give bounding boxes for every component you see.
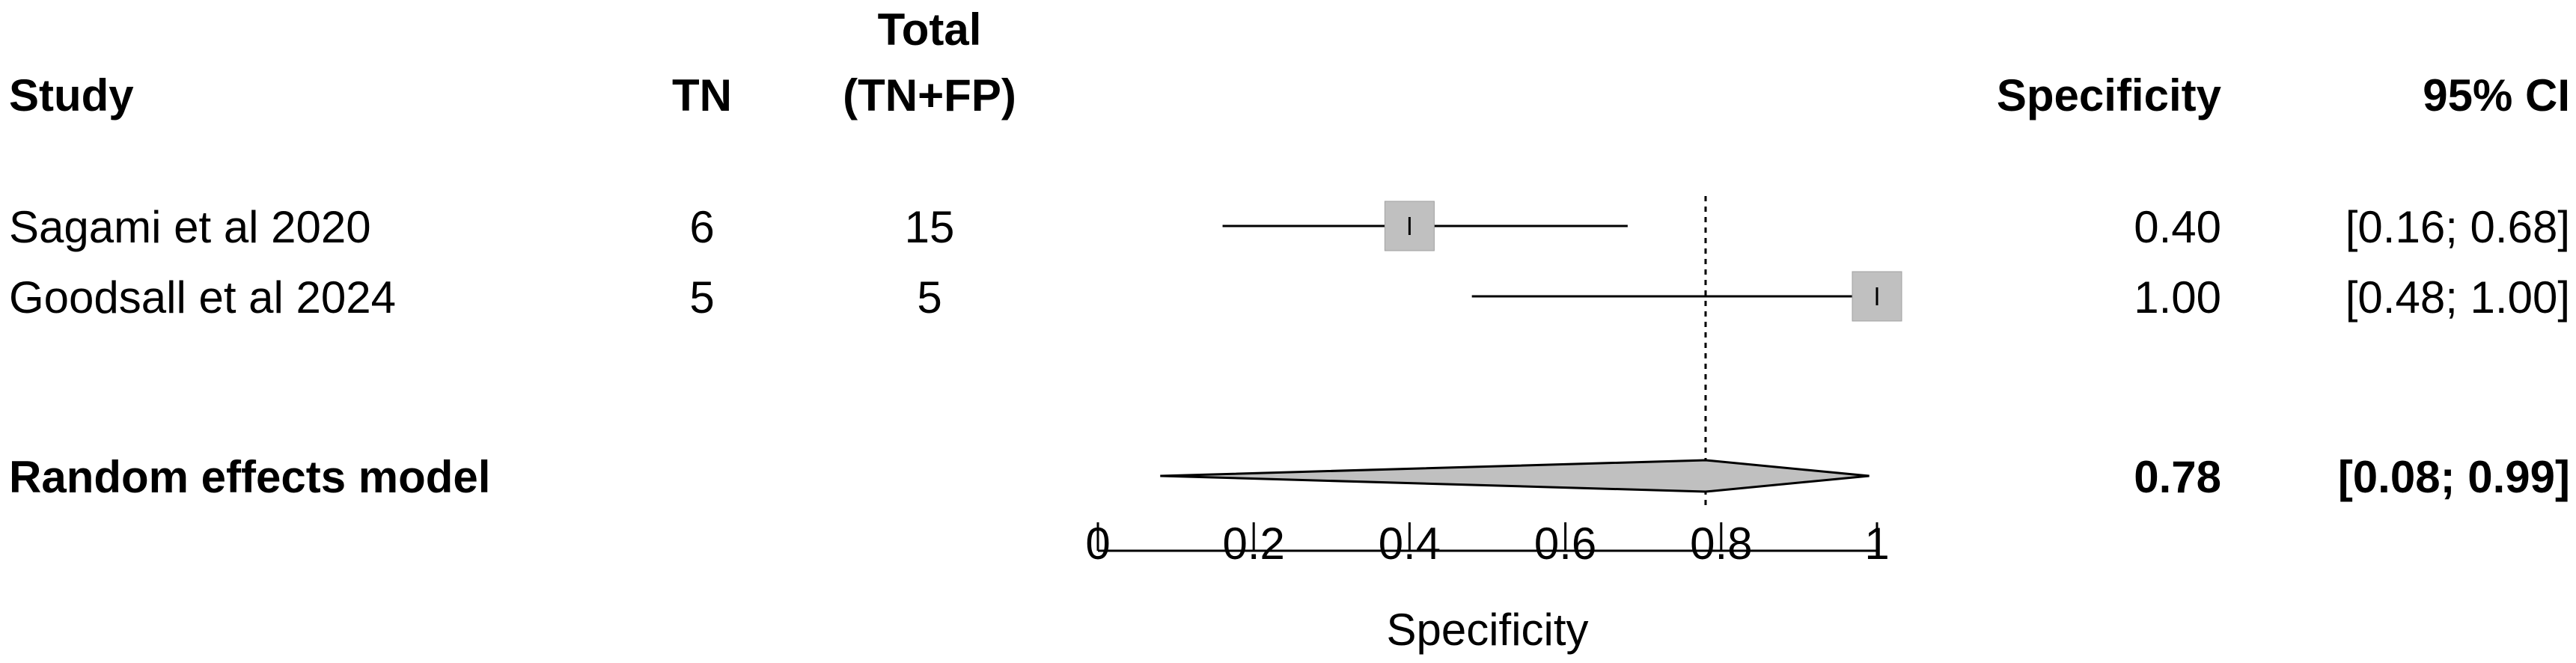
header-total-line1: Total (878, 4, 982, 55)
header-study: Study (9, 70, 134, 120)
x-tick-label: 1 (1864, 519, 1889, 569)
study-estimate: 0.40 (2134, 202, 2221, 252)
study-total: 15 (905, 202, 955, 252)
x-axis-label: Specificity (1386, 605, 1588, 655)
x-tick-label: 0.8 (1690, 519, 1752, 569)
x-tick-label: 0 (1085, 519, 1110, 569)
study-ci: [0.48; 1.00] (2345, 272, 2570, 323)
header-ci: 95% CI (2423, 70, 2570, 120)
x-tick-label: 0.4 (1379, 519, 1441, 569)
pooled-diamond (1160, 459, 1870, 493)
header-tn: TN (672, 70, 732, 120)
pooled-row: Random effects model 0.78 [0.08; 0.99] (9, 452, 2570, 502)
study-tn: 6 (689, 202, 714, 252)
study-tn: 5 (689, 272, 714, 323)
study-estimate: 1.00 (2134, 272, 2221, 323)
study-name: Sagami et al 2020 (9, 202, 371, 252)
pooled-name: Random effects model (9, 452, 490, 502)
header-specificity: Specificity (1997, 70, 2222, 120)
study-name: Goodsall et al 2024 (9, 272, 396, 323)
study-ci: [0.16; 0.68] (2345, 202, 2570, 252)
header-total-line2: (TN+FP) (843, 70, 1016, 120)
pooled-ci: [0.08; 0.99] (2338, 452, 2570, 502)
study-total: 5 (917, 272, 941, 323)
x-tick-label: 0.6 (1534, 519, 1596, 569)
plot-marks (1160, 196, 1902, 506)
pooled-estimate: 0.78 (2134, 452, 2221, 502)
x-axis: 0 0.2 0.4 0.6 0.8 1 Specificity (1085, 519, 1889, 655)
study-rows: Sagami et al 2020 6 15 0.40 [0.16; 0.68] Goo… (9, 202, 2570, 323)
x-tick-label: 0.2 (1222, 519, 1284, 569)
column-headers: Study TN Total (TN+FP) Specificity 95% C… (9, 4, 2570, 120)
